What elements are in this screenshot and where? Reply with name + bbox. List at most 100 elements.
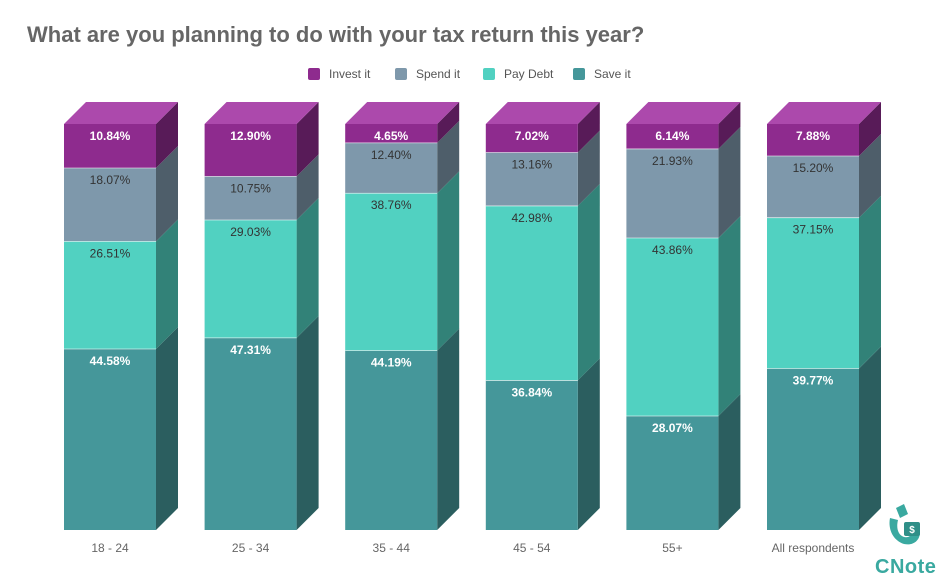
legend-swatch-spend-it [395,68,407,80]
data-label-save-it-35-44: 44.19% [371,356,412,370]
bar-pay-debt-all-respondents [767,217,859,369]
cnote-hand-dollar-icon: $ [889,504,920,545]
legend-item-spend-it: Spend it [395,63,460,85]
bar-side-save-it-55 [718,394,741,530]
bar-invest-it-45-54 [485,124,578,153]
bar-save-it-45-54 [485,380,578,530]
bar-spend-it-35-44 [345,142,438,194]
data-label-save-it-45-54: 36.84% [511,385,552,399]
bar-side-save-it-45-54 [577,358,600,530]
bar-side-spend-it-25-34 [296,154,319,221]
bar-side-save-it-35-44 [437,328,460,530]
data-label-pay-debt-45-54: 42.98% [511,211,552,225]
legend-item-invest-it: Invest it [308,63,370,85]
bar-invest-it-all-respondents [767,124,859,156]
cnote-logo-text: CNote [875,556,937,578]
data-label-pay-debt-35-44: 38.76% [371,198,412,212]
bar-side-spend-it-18-24 [156,146,178,242]
bar-side-spend-it-55 [718,126,741,238]
chart-legend: Invest it Spend it Pay Debt Save it [0,63,944,85]
bar-pay-debt-35-44 [345,193,438,351]
bar-side-save-it-18-24 [156,327,178,530]
bar-side-spend-it-all-respondents [859,133,881,218]
chart-title: What are you planning to do with your ta… [27,22,645,47]
bar-stack-18-24: 44.58% 26.51% 18.07% 10.84% [64,102,178,530]
legend-swatch-pay-debt [483,68,495,80]
bar-save-it-55 [626,416,719,530]
data-label-spend-it-25-34: 10.75% [230,181,271,195]
bar-pay-debt-55 [626,237,719,417]
data-label-invest-it-all-respondents: 7.88% [796,129,830,143]
legend-label-spend-it: Spend it [416,67,461,81]
x-tick-label-55: 55+ [662,541,682,555]
bar-save-it-25-34 [204,337,297,530]
bar-side-invest-it-18-24 [156,102,178,169]
data-label-save-it-25-34: 47.31% [230,343,271,357]
data-label-save-it-18-24: 44.58% [90,354,131,368]
data-label-spend-it-18-24: 18.07% [90,173,131,187]
legend-item-pay-debt: Pay Debt [483,63,553,85]
data-label-pay-debt-25-34: 29.03% [230,225,271,239]
bar-spend-it-45-54 [485,152,578,206]
bar-invest-it-25-34 [204,124,297,177]
bar-side-pay-debt-55 [718,215,741,417]
bar-side-save-it-all-respondents [859,346,881,530]
bar-stack-all-respondents: 39.77% 37.15% 15.20% 7.88% [767,102,881,530]
data-label-invest-it-35-44: 4.65% [374,129,408,143]
bar-top-35-44 [345,102,460,124]
bar-top-18-24 [64,102,178,124]
bar-side-save-it-25-34 [296,315,319,530]
bar-invest-it-35-44 [345,124,438,143]
bar-side-invest-it-35-44 [437,102,460,143]
legend-swatch-invest-it [308,68,320,80]
bar-spend-it-25-34 [204,176,297,221]
bar-side-pay-debt-35-44 [437,171,460,351]
data-label-save-it-all-respondents: 39.77% [793,374,834,388]
bar-side-spend-it-35-44 [437,120,460,194]
data-label-invest-it-55: 6.14% [655,129,689,143]
bar-stack-25-34: 47.31% 29.03% 10.75% 12.90% [204,102,319,530]
legend-swatch-save-it [573,68,585,80]
bar-side-invest-it-all-respondents [859,102,881,156]
data-label-pay-debt-18-24: 26.51% [90,246,131,260]
bar-side-pay-debt-all-respondents [859,195,881,369]
bar-save-it-18-24 [64,349,156,530]
bar-side-pay-debt-45-54 [577,183,600,381]
bar-side-invest-it-25-34 [296,102,319,177]
data-label-invest-it-18-24: 10.84% [90,129,131,143]
bar-side-invest-it-45-54 [577,102,600,153]
legend-label-pay-debt: Pay Debt [504,67,554,81]
legend-label-invest-it: Invest it [329,67,371,81]
bar-spend-it-18-24 [64,168,156,242]
x-tick-label-all-respondents: All respondents [772,541,855,555]
bar-side-invest-it-55 [718,102,741,149]
bar-top-45-54 [485,102,600,124]
data-label-pay-debt-55: 43.86% [652,243,693,257]
bar-side-pay-debt-25-34 [296,198,319,338]
x-tick-label-25-34: 25 - 34 [232,541,270,555]
bar-pay-debt-18-24 [64,241,156,350]
bar-top-all-respondents [767,102,881,124]
x-tick-label-35-44: 35 - 44 [373,541,411,555]
data-label-invest-it-25-34: 12.90% [230,129,271,143]
bar-invest-it-18-24 [64,124,156,169]
svg-text:$: $ [909,525,915,536]
bar-save-it-35-44 [345,350,438,530]
bar-pay-debt-45-54 [485,205,578,381]
data-label-spend-it-35-44: 12.40% [371,148,412,162]
bar-top-25-34 [204,102,319,124]
bar-stack-35-44: 44.19% 38.76% 12.40% 4.65% [345,102,460,530]
bar-top-55 [626,102,741,124]
bar-stack-45-54: 36.84% 42.98% 13.16% 7.02% [485,102,600,530]
legend-label-save-it: Save it [594,67,631,81]
data-label-spend-it-all-respondents: 15.20% [793,161,834,175]
bar-invest-it-55 [626,124,719,149]
bar-spend-it-all-respondents [767,155,859,218]
data-label-spend-it-55: 21.93% [652,154,693,168]
data-label-spend-it-45-54: 13.16% [511,158,552,172]
bar-stack-55: 28.07% 43.86% 21.93% 6.14% [626,102,741,530]
bar-spend-it-55 [626,148,719,238]
data-label-save-it-55: 28.07% [652,421,693,435]
x-tick-label-18-24: 18 - 24 [91,541,129,555]
